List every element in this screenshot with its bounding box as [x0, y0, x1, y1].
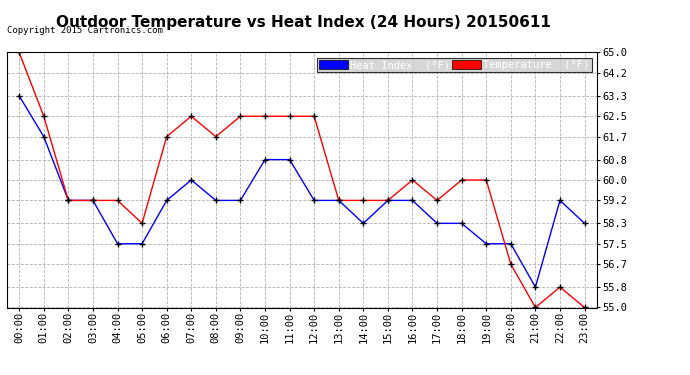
- Legend: Heat Index  (°F), Temperature  (°F): Heat Index (°F), Temperature (°F): [317, 58, 591, 72]
- Text: Copyright 2015 Cartronics.com: Copyright 2015 Cartronics.com: [7, 26, 163, 35]
- Text: Outdoor Temperature vs Heat Index (24 Hours) 20150611: Outdoor Temperature vs Heat Index (24 Ho…: [56, 15, 551, 30]
